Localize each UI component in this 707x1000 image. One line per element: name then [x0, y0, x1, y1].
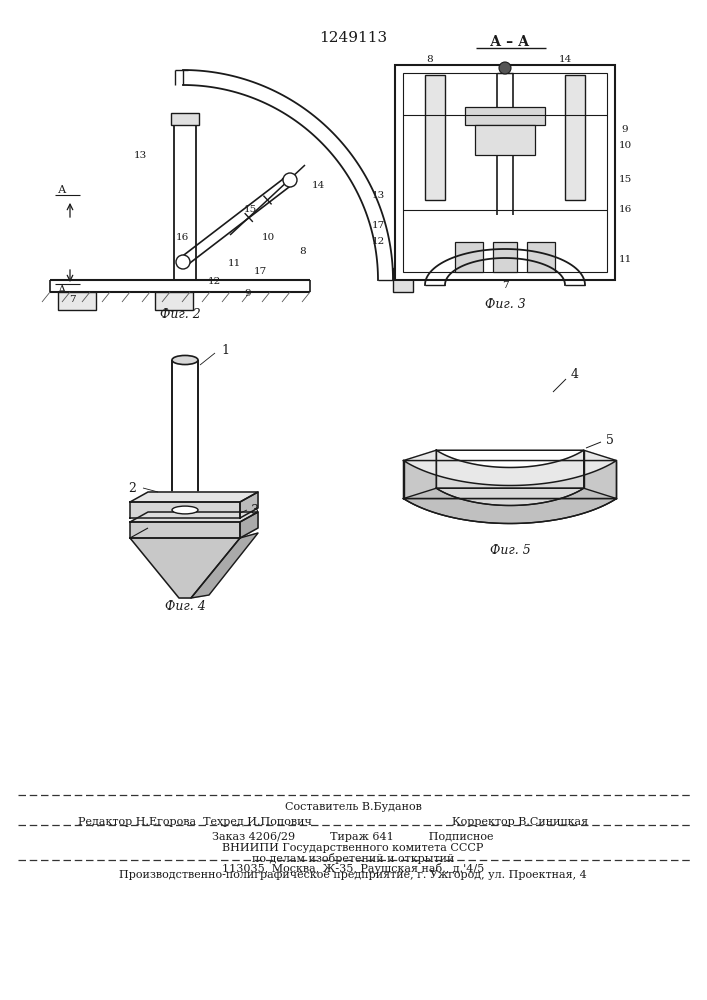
Text: 1: 1 [221, 344, 229, 357]
Circle shape [536, 257, 546, 267]
Polygon shape [130, 538, 240, 598]
Text: А: А [58, 185, 66, 195]
Text: 11: 11 [619, 255, 631, 264]
Circle shape [283, 173, 297, 187]
Bar [455, 242, 483, 272]
Bar [565, 75, 585, 200]
Circle shape [518, 173, 562, 217]
Polygon shape [191, 533, 258, 598]
Circle shape [448, 173, 492, 217]
Bar [403, 73, 607, 272]
Bar [171, 113, 199, 125]
Polygon shape [404, 450, 617, 485]
Text: 8: 8 [427, 55, 433, 64]
Polygon shape [404, 450, 436, 499]
Text: 12: 12 [371, 237, 385, 246]
Polygon shape [240, 492, 258, 518]
Polygon shape [436, 450, 584, 505]
Text: 1249113: 1249113 [319, 31, 387, 45]
Text: 113035, Москва, Ж-35, Раушская наб., д.'4/5: 113035, Москва, Ж-35, Раушская наб., д.'… [222, 862, 484, 874]
Text: 8: 8 [300, 247, 306, 256]
Text: Составитель В.Буданов: Составитель В.Буданов [284, 802, 421, 812]
Polygon shape [130, 492, 258, 502]
Text: Производственно-полиграфическое предприятие, г. Ужгород, ул. Проектная, 4: Производственно-полиграфическое предприя… [119, 870, 587, 880]
Text: 5: 5 [606, 434, 614, 446]
Text: 14: 14 [311, 180, 325, 190]
Polygon shape [130, 502, 240, 518]
Text: 13: 13 [134, 150, 146, 159]
Text: 7: 7 [69, 296, 76, 304]
Bar [527, 242, 555, 272]
Text: 16: 16 [175, 233, 189, 242]
Text: 15: 15 [619, 176, 631, 184]
Text: 7: 7 [502, 280, 508, 290]
Text: 13: 13 [371, 190, 385, 200]
Text: Фиг. 5: Фиг. 5 [490, 544, 530, 556]
FancyBboxPatch shape [486, 115, 524, 185]
Text: 3: 3 [251, 504, 259, 516]
Ellipse shape [172, 506, 198, 514]
Text: 10: 10 [619, 140, 631, 149]
Circle shape [176, 255, 190, 269]
Text: 9: 9 [621, 125, 629, 134]
Text: 12: 12 [207, 277, 221, 286]
Ellipse shape [172, 355, 198, 365]
Bar [493, 242, 517, 272]
Text: 2: 2 [128, 482, 136, 494]
Text: 9: 9 [245, 290, 251, 298]
Text: ВНИИПИ Государственного комитета СССР: ВНИИПИ Государственного комитета СССР [222, 843, 484, 853]
Bar [475, 125, 535, 155]
Bar [425, 75, 445, 200]
Text: Редактор Н.Егорова  Техред И.Попович: Редактор Н.Егорова Техред И.Попович [78, 817, 312, 827]
Text: 16: 16 [619, 206, 631, 215]
Bar [465, 107, 545, 125]
Text: А – А: А – А [491, 35, 530, 49]
Bar [58, 292, 96, 310]
Text: Фиг. 3: Фиг. 3 [484, 298, 525, 312]
Bar [155, 292, 193, 310]
Bar [393, 268, 413, 292]
Polygon shape [130, 512, 258, 522]
Text: 4: 4 [571, 368, 579, 381]
Text: Заказ 4206/29          Тираж 641          Подписное: Заказ 4206/29 Тираж 641 Подписное [212, 832, 493, 842]
Text: А: А [58, 285, 66, 295]
Polygon shape [130, 522, 240, 538]
Text: 10: 10 [262, 233, 274, 242]
Circle shape [464, 257, 474, 267]
Text: Фиг. 4: Фиг. 4 [165, 600, 205, 613]
Polygon shape [584, 450, 617, 499]
Text: 14: 14 [559, 55, 572, 64]
Polygon shape [404, 461, 617, 523]
Text: 11: 11 [228, 258, 240, 267]
Circle shape [499, 62, 511, 74]
Bar [395, 65, 615, 280]
Polygon shape [240, 512, 258, 538]
Circle shape [500, 257, 510, 267]
Text: Фиг. 2: Фиг. 2 [160, 308, 200, 322]
Text: Корректор В.Синицкая: Корректор В.Синицкая [452, 817, 588, 827]
Text: 15: 15 [243, 206, 257, 215]
Text: 17: 17 [371, 221, 385, 230]
Polygon shape [404, 488, 617, 523]
Text: по делам изобретений и открытий: по делам изобретений и открытий [252, 852, 454, 863]
Text: 17: 17 [253, 267, 267, 276]
